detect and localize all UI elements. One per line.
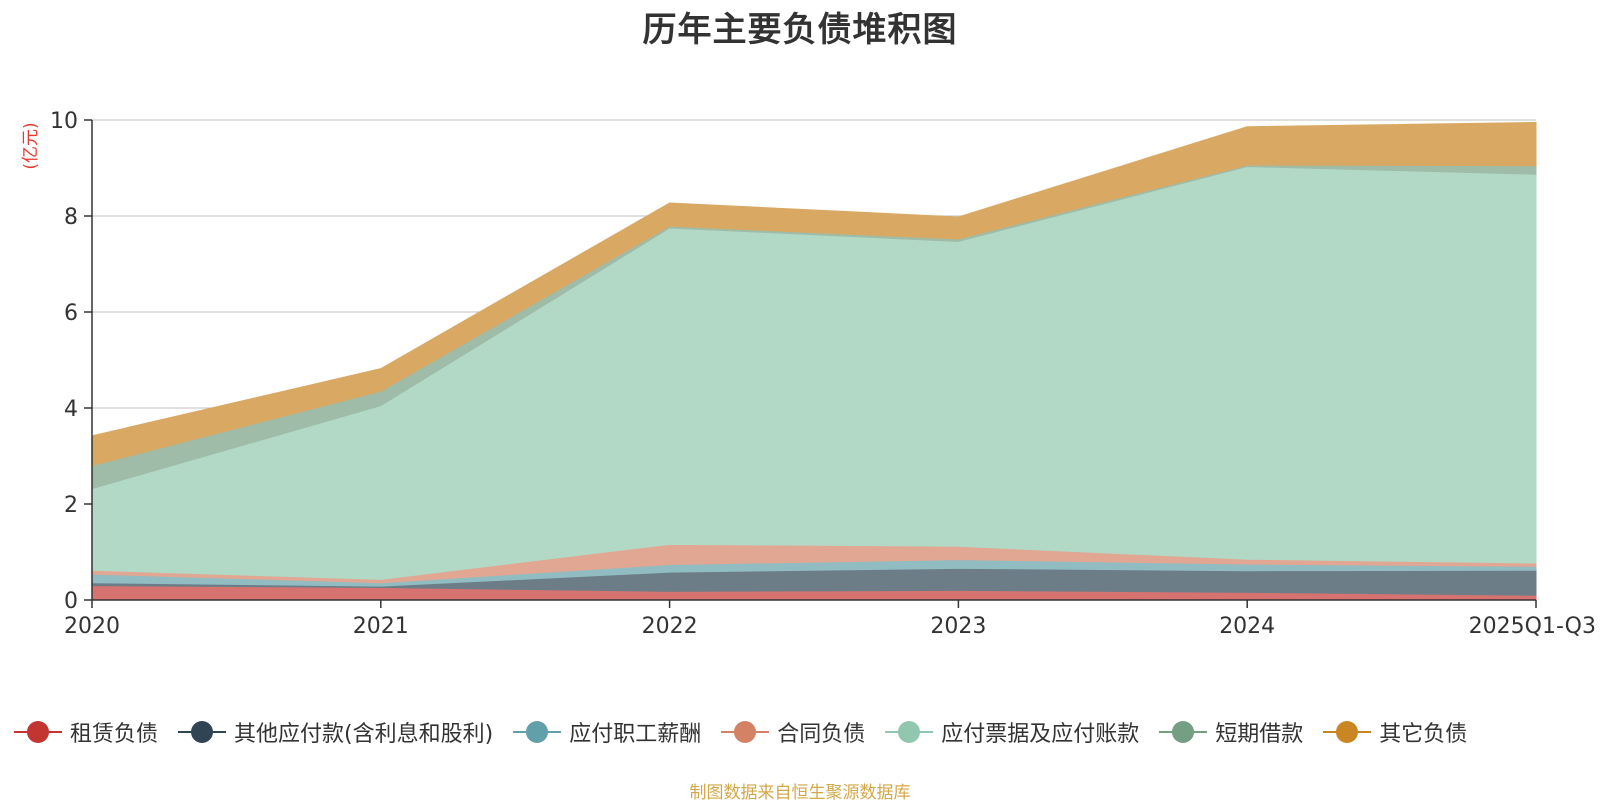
chart-title: 历年主要负债堆积图 xyxy=(642,10,958,50)
legend-item-6[interactable]: 短期借款 xyxy=(1159,716,1303,748)
legend-label: 短期借款 xyxy=(1215,722,1304,747)
area-series-group xyxy=(91,121,1537,601)
x-tick-label: 2020 xyxy=(64,614,120,639)
legend-dot xyxy=(526,721,549,743)
legend-marker xyxy=(14,720,62,744)
x-tick-label: 2025Q1-Q3 xyxy=(1469,614,1596,639)
x-tick-label: 2022 xyxy=(642,614,698,639)
legend-dot xyxy=(898,721,921,743)
y-tick-label: 10 xyxy=(50,109,78,134)
x-tick-label: 2024 xyxy=(1219,614,1275,639)
y-tick-label: 2 xyxy=(64,493,78,518)
legend-item-7[interactable]: 其它负债 xyxy=(1323,716,1467,748)
legend-label: 合同负债 xyxy=(777,722,866,747)
legend-marker xyxy=(1323,720,1372,744)
x-tick-label: 2023 xyxy=(930,614,986,639)
legend-item-4[interactable]: 合同负债 xyxy=(721,716,865,748)
x-tick-label: 2021 xyxy=(353,614,409,639)
legend-dot xyxy=(1336,721,1359,743)
legend: 租赁负债 其他应付款(含利息和股利) 应付职工薪酬 合同负债 应付票据及应付账款 短期借款… xyxy=(14,716,1594,748)
legend-item-2[interactable]: 其他应付款(含利息和股利) xyxy=(178,716,493,748)
axes: 0 2 4 6 8 10 2020 2021 2022 2023 2024 2025Q1-Q3 xyxy=(50,109,1596,639)
y-tick-label: 6 xyxy=(64,301,78,326)
legend-label: 其他应付款(含利息和股利) xyxy=(234,722,494,747)
source-note: 制图数据来自恒生聚源数据库 xyxy=(689,783,911,803)
legend-dot xyxy=(27,721,49,743)
legend-marker xyxy=(513,720,562,744)
legend-item-3[interactable]: 应付职工薪酬 xyxy=(513,716,701,748)
legend-dot xyxy=(734,721,757,743)
y-tick-label: 4 xyxy=(64,397,78,422)
legend-label: 租赁负债 xyxy=(70,722,159,747)
area-series-7 xyxy=(91,121,1537,467)
legend-item-5[interactable]: 应付票据及应付账款 xyxy=(885,716,1139,748)
legend-label: 应付票据及应付账款 xyxy=(941,722,1140,747)
legend-label: 其它负债 xyxy=(1379,722,1468,747)
y-tick-label: 8 xyxy=(64,205,78,230)
legend-label: 应付职工薪酬 xyxy=(569,722,702,747)
legend-marker xyxy=(885,720,934,744)
legend-marker xyxy=(1159,720,1208,744)
y-axis-label: (亿元) xyxy=(21,122,41,169)
legend-item-1[interactable]: 租赁负债 xyxy=(14,716,158,748)
legend-marker xyxy=(721,720,770,744)
legend-dot xyxy=(1172,721,1195,743)
legend-marker xyxy=(178,720,227,744)
y-tick-label: 0 xyxy=(64,589,78,614)
legend-dot xyxy=(191,721,214,743)
